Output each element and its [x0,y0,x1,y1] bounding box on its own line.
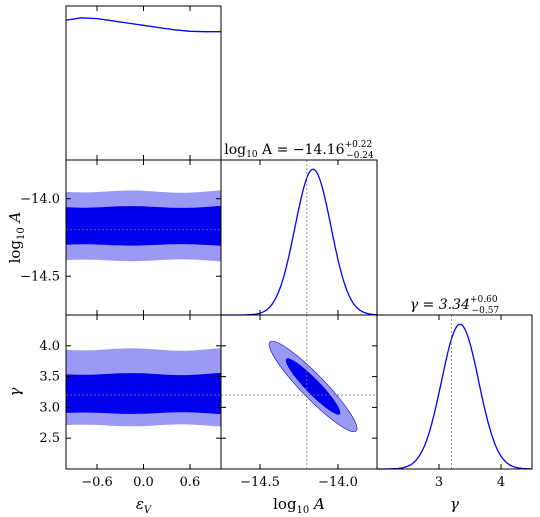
contour-eps-gamma-inner [66,372,221,415]
marginal-epsilon-v-curve [65,17,221,33]
y-tick-label: −14.0 [20,192,60,207]
panel-frame-1-1 [220,159,378,316]
y-axis-label-log10a: log10 A [6,211,27,263]
y-axis-label-gamma: γ [6,387,24,396]
x-axis-label-epsilon-v: εV [136,495,153,516]
x-axis-label-gamma: γ [450,495,459,513]
marginal-log10a-curve [221,168,377,316]
contour-eps-loga-inner [66,205,221,246]
contour-loga-gamma-inner [285,358,341,415]
x-tick-label: 0.6 [180,475,201,490]
x-tick-label: 3 [435,475,443,490]
y-tick-label: 3.5 [39,370,60,385]
y-tick-label: −14.5 [20,269,60,284]
panel-frame-0-0 [65,5,222,161]
x-tick-label: −14.0 [318,475,358,490]
panel-frame-2-1 [220,314,378,470]
marginal-gamma-curve [377,323,532,470]
x-tick-label: −0.6 [81,475,113,490]
y-tick-label: 2.5 [39,431,60,446]
x-tick-label: −14.5 [240,475,280,490]
x-tick-label: 0.0 [133,475,154,490]
title-gamma: γ = 3.34+0.60 −0.57 [410,295,500,316]
y-tick-label: 4.0 [39,339,60,354]
title-log10_A: log10 A = −14.16+0.22 −0.24 [224,140,374,161]
panel-frame-2-2 [376,314,533,470]
y-tick-label: 3.0 [39,400,60,415]
x-axis-label-log10a: log10 A [273,495,325,516]
x-tick-label: 4 [497,475,505,490]
